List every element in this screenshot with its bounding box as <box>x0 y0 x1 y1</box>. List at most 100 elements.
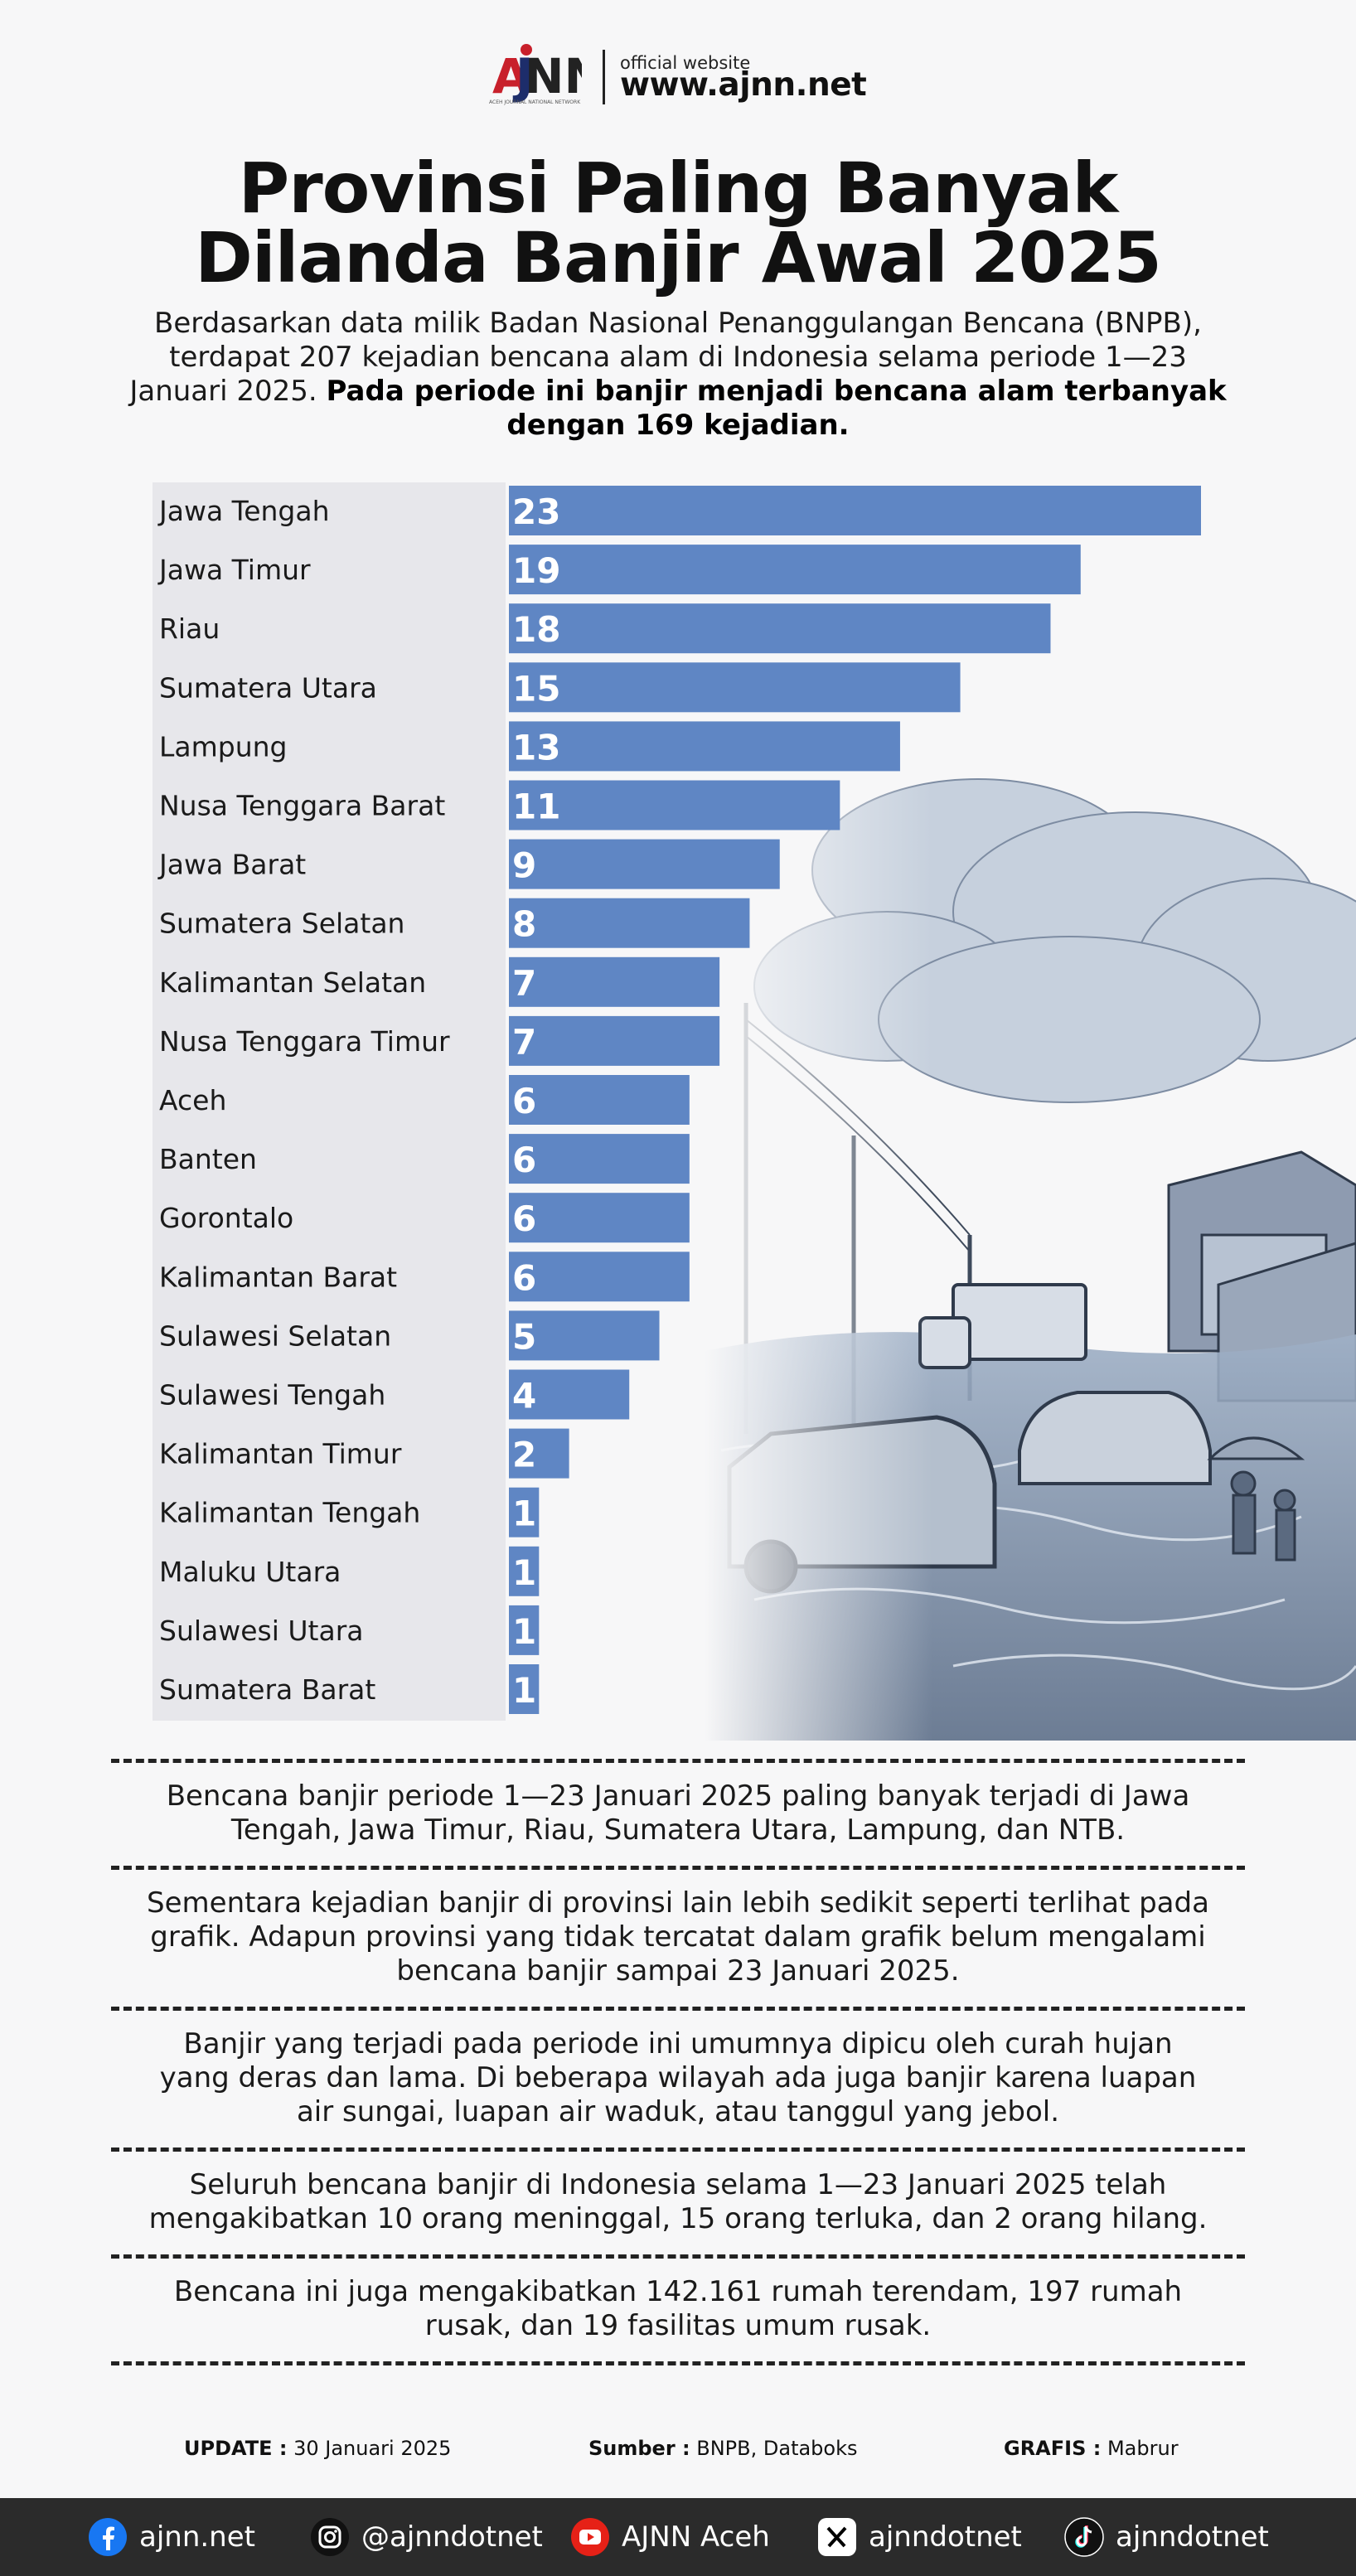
social-label: ajnndotnet <box>1116 2520 1269 2554</box>
note-divider <box>111 2254 1245 2259</box>
credits-row: UPDATE : 30 Januari 2025 Sumber : BNPB, … <box>0 2437 1356 2470</box>
social-x[interactable]: ajnndotnet <box>817 2516 1022 2558</box>
note-divider <box>111 2361 1245 2365</box>
bar-value-label: 19 <box>512 550 560 591</box>
bar-value-label: 18 <box>512 609 560 650</box>
category-label: Nusa Tenggara Barat <box>159 790 445 822</box>
source-value: BNPB, Databoks <box>696 2437 858 2460</box>
category-label: Kalimantan Barat <box>159 1261 397 1293</box>
category-label: Gorontalo <box>159 1202 293 1234</box>
bar <box>509 1252 690 1302</box>
bar-value-label: 6 <box>512 1140 536 1180</box>
logo-divider <box>603 50 605 104</box>
social-label: @ajnndotnet <box>361 2520 543 2554</box>
note-2: Sementara kejadian banjir di provinsi la… <box>147 1886 1209 1988</box>
official-website-label: official website <box>620 53 751 73</box>
bar-value-label: 5 <box>512 1316 536 1357</box>
bar <box>509 956 720 1007</box>
social-youtube[interactable]: AJNN Aceh <box>570 2516 770 2558</box>
bar-value-label: 1 <box>512 1611 536 1652</box>
social-label: ajnndotnet <box>869 2520 1022 2554</box>
bar <box>509 898 750 948</box>
bar <box>509 1546 540 1596</box>
category-label: Lampung <box>159 730 287 763</box>
bar <box>509 1134 690 1184</box>
bar <box>509 780 840 830</box>
note-1: Bencana banjir periode 1—23 Januari 2025… <box>166 1779 1190 1847</box>
bar <box>509 1487 540 1537</box>
bar <box>509 1310 660 1361</box>
bar <box>509 662 961 713</box>
social-tiktok[interactable]: ajnndotnet <box>1064 2516 1269 2558</box>
youtube-icon <box>571 2518 609 2556</box>
bar <box>509 603 1051 654</box>
note-5: Bencana ini juga mengakibatkan 142.161 r… <box>173 2275 1183 2342</box>
note-4: Seluruh bencana banjir di Indonesia sela… <box>148 2168 1208 2235</box>
page-title: Provinsi Paling Banyak Dilanda Banjir Aw… <box>0 153 1356 293</box>
bar-value-label: 7 <box>512 1022 536 1063</box>
bar-value-label: 9 <box>512 845 536 886</box>
bar <box>509 1193 690 1243</box>
category-label: Sumatera Barat <box>159 1673 375 1706</box>
graphic-credit: GRAFIS : Mabrur <box>1004 2437 1179 2460</box>
note-divider <box>111 1759 1245 1763</box>
bar-value-label: 6 <box>512 1081 536 1121</box>
bar <box>509 721 900 772</box>
social-bar: ajnn.net @ajnndotnet AJNN Aceh ajnndotne… <box>0 2498 1356 2576</box>
category-label: Jawa Timur <box>157 554 311 586</box>
category-label: Sulawesi Selatan <box>159 1319 391 1352</box>
note-divider <box>111 2147 1245 2152</box>
label-panel <box>153 482 506 1721</box>
bar-value-label: 15 <box>512 668 560 709</box>
update-label: UPDATE : <box>184 2437 288 2460</box>
category-label: Nusa Tenggara Timur <box>159 1025 450 1058</box>
website-url[interactable]: www.ajnn.net <box>620 66 867 104</box>
note-divider <box>111 2007 1245 2011</box>
x-icon <box>818 2518 856 2556</box>
category-label: Banten <box>159 1143 257 1175</box>
ajnn-logo: A NN J <box>492 44 582 104</box>
bar-value-label: 6 <box>512 1198 536 1239</box>
bar <box>509 545 1081 595</box>
notes-section: Bencana banjir periode 1—23 Januari 2025… <box>111 1759 1245 2365</box>
category-label: Maluku Utara <box>159 1556 341 1588</box>
bar <box>509 1075 690 1125</box>
note-3: Banjir yang terjadi pada periode ini umu… <box>159 2027 1197 2128</box>
category-label: Sulawesi Utara <box>159 1615 364 1647</box>
category-label: Jawa Barat <box>157 849 306 881</box>
bar-value-label: 2 <box>512 1435 536 1475</box>
bar <box>509 839 780 889</box>
note-divider <box>111 1866 1245 1870</box>
bar-value-label: 1 <box>512 1552 536 1593</box>
flood-illustration <box>705 771 1356 1741</box>
category-label: Sumatera Utara <box>159 671 377 704</box>
title-line-1: Provinsi Paling Banyak <box>238 148 1119 229</box>
bar-value-label: 7 <box>512 963 536 1004</box>
bar <box>509 1015 720 1066</box>
category-label: Kalimantan Tengah <box>159 1497 420 1529</box>
category-label: Riau <box>159 613 220 645</box>
bar <box>509 1369 630 1420</box>
bar-value-label: 8 <box>512 904 536 945</box>
intro-paragraph: Berdasarkan data milik Badan Nasional Pe… <box>124 307 1232 443</box>
source-credit: Sumber : BNPB, Databoks <box>588 2437 858 2460</box>
bar <box>509 486 1201 535</box>
social-instagram[interactable]: @ajnndotnet <box>310 2516 543 2558</box>
bar <box>509 1664 540 1714</box>
instagram-icon <box>311 2518 349 2556</box>
category-label: Sumatera Selatan <box>159 908 404 940</box>
update-value: 30 Januari 2025 <box>293 2437 452 2460</box>
category-label: Aceh <box>159 1084 226 1116</box>
category-label: Sulawesi Tengah <box>159 1379 385 1411</box>
social-label: ajnn.net <box>139 2520 255 2554</box>
bar-value-label: 13 <box>512 727 560 767</box>
logo-subtitle: ACEH JOURNAL NATIONAL NETWORK <box>489 99 581 105</box>
source-label: Sumber : <box>588 2437 690 2460</box>
graphic-value: Mabrur <box>1107 2437 1179 2460</box>
social-facebook[interactable]: ajnn.net <box>88 2516 255 2558</box>
bar <box>509 1428 569 1479</box>
bar-value-label: 23 <box>512 491 560 532</box>
bar <box>509 1605 540 1655</box>
category-label: Kalimantan Timur <box>159 1438 402 1470</box>
category-label: Jawa Tengah <box>157 495 330 527</box>
